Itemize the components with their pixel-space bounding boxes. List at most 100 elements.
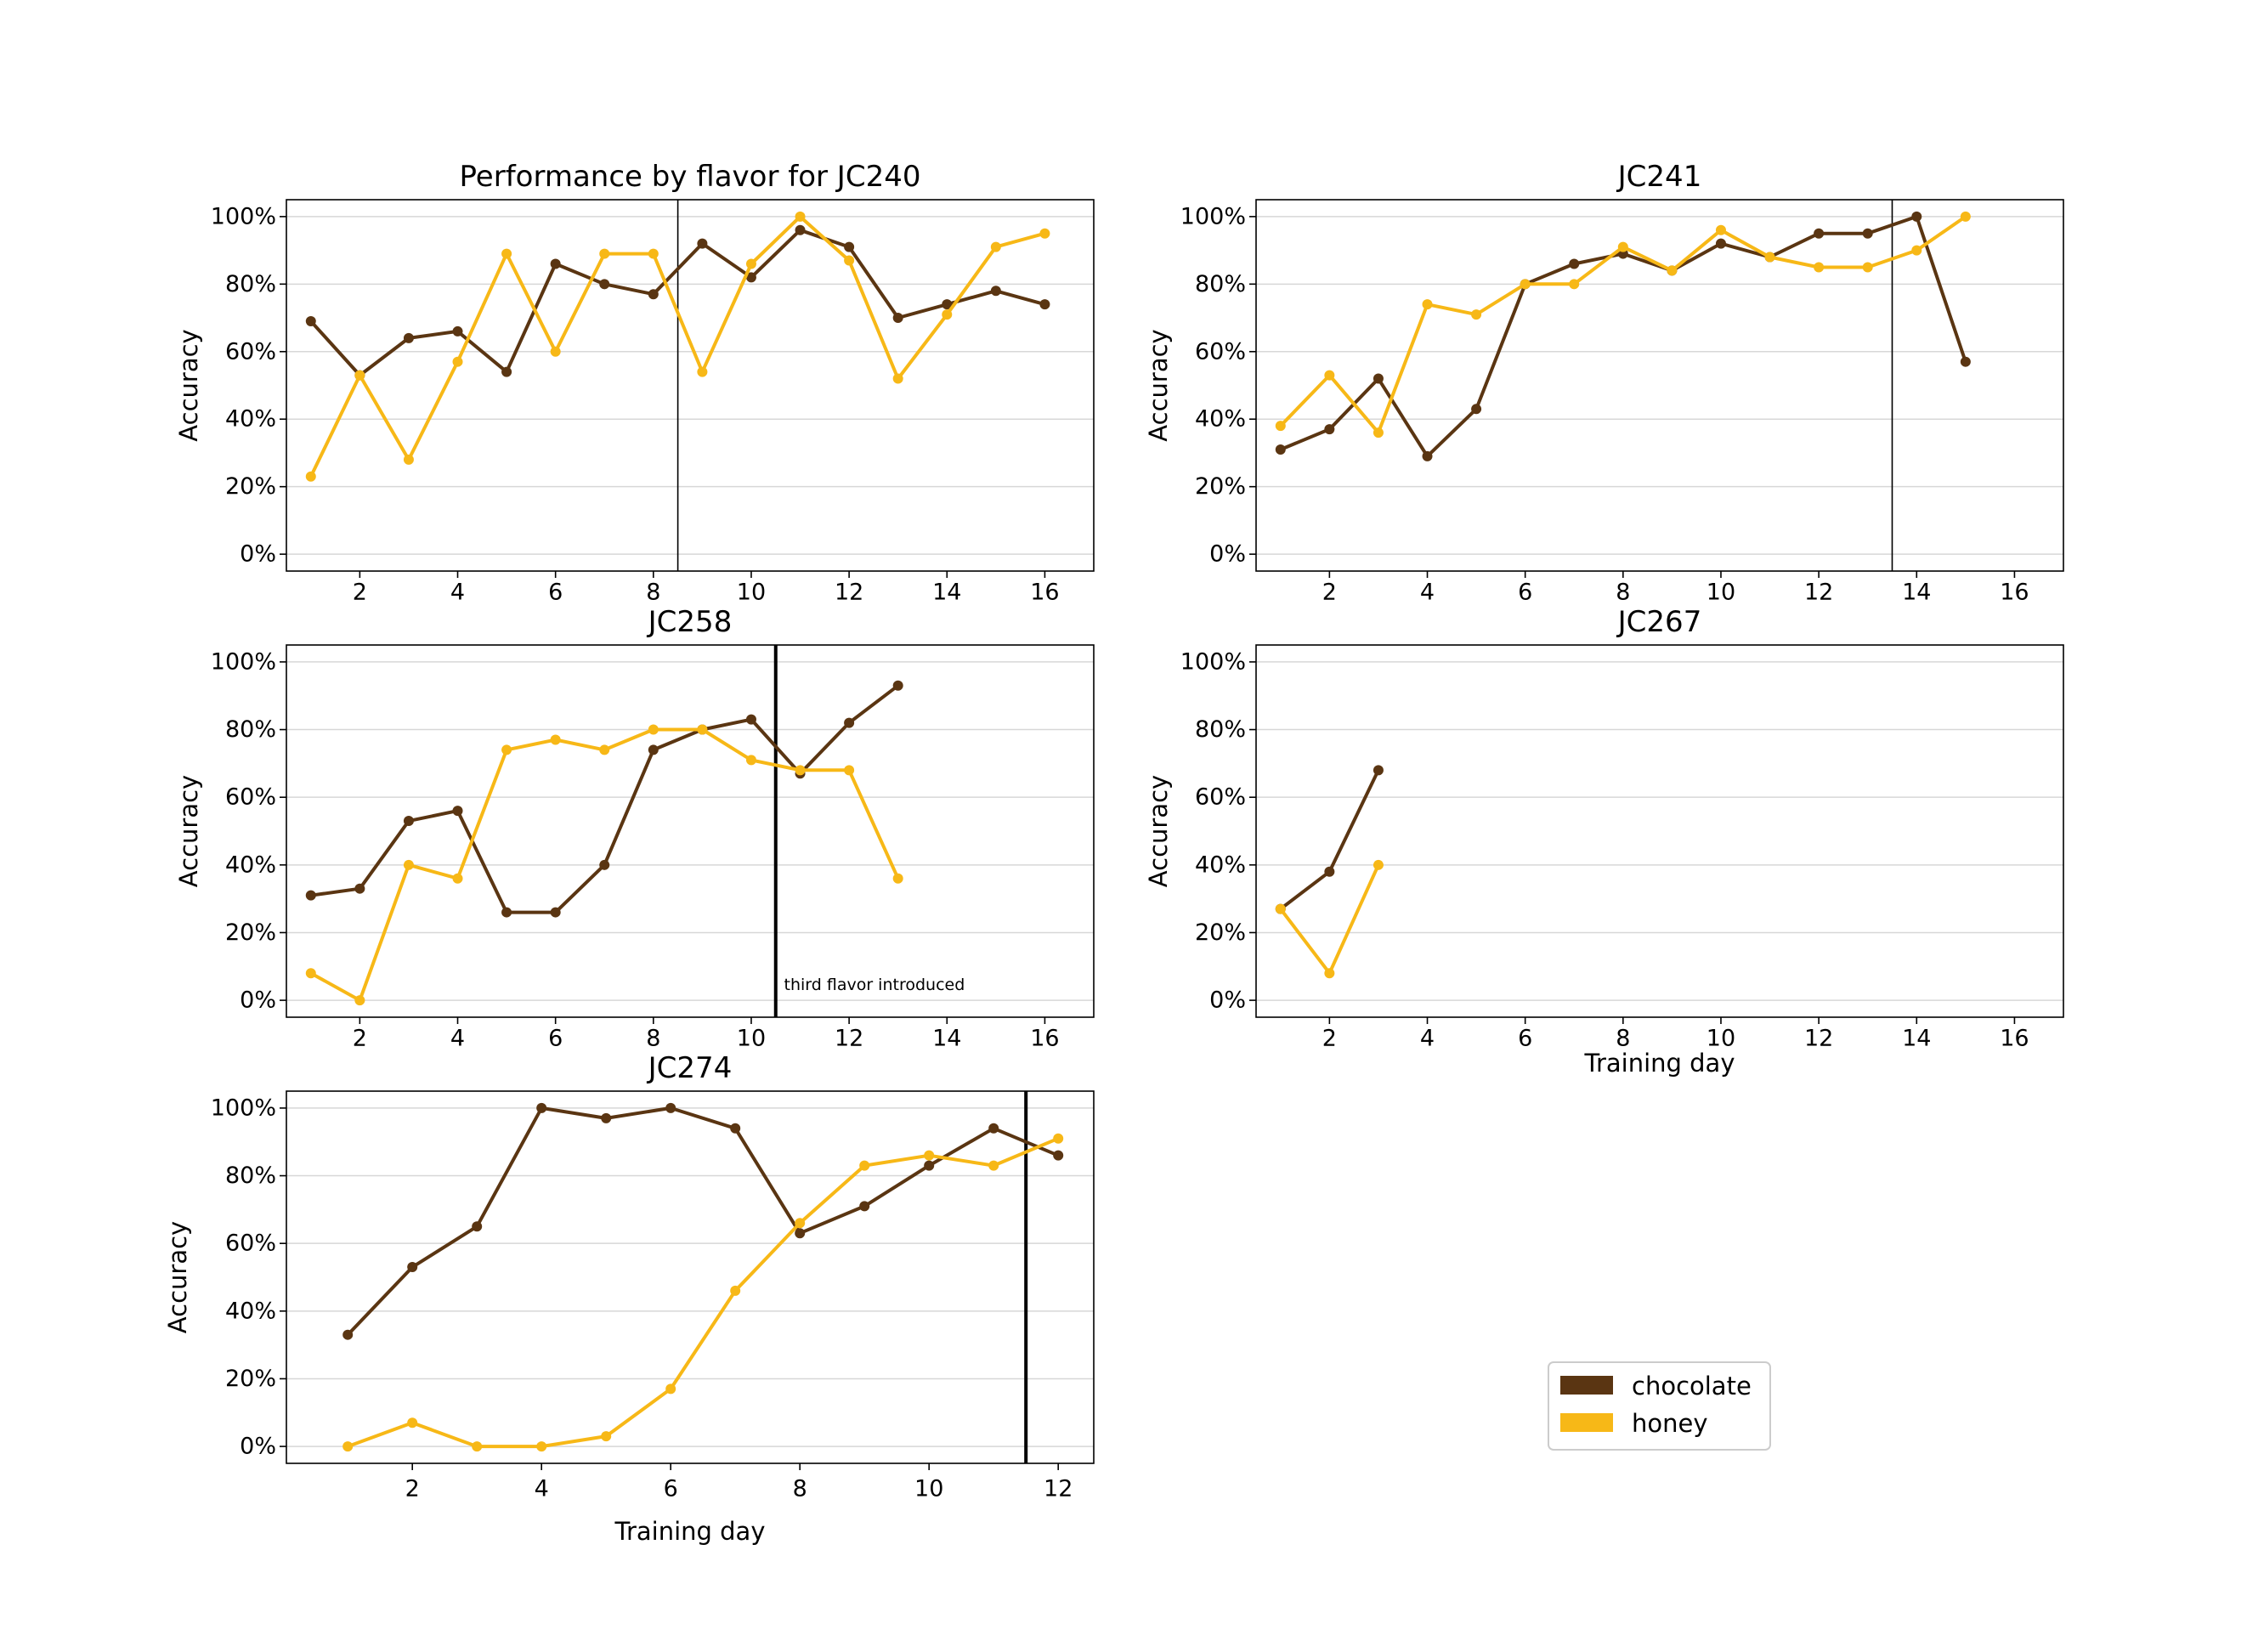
x-axis-label: Training day [1584,1049,1735,1078]
x-tick-label: 14 [932,580,961,606]
y-tick-label: 60% [1195,338,1246,365]
y-tick-label: 100% [1180,203,1246,229]
data-point-honey [403,859,414,870]
data-point-honey [1373,427,1384,438]
plot-frame [286,644,1095,1018]
data-point-honey [305,968,316,979]
data-point-chocolate [648,744,659,755]
data-point-honey [795,1218,806,1229]
data-point-honey [795,765,806,776]
data-point-honey [452,873,463,884]
data-point-honey [730,1285,741,1296]
data-point-honey [665,1383,676,1395]
data-point-chocolate [1324,424,1335,435]
data-point-chocolate [942,299,953,310]
x-tick-label: 2 [353,580,367,606]
data-point-honey [1275,421,1286,432]
y-tick-label: 80% [1195,716,1246,743]
data-point-chocolate [844,717,855,728]
y-tick-label: 0% [240,1434,276,1460]
x-tick-label: 12 [1044,1475,1073,1502]
data-point-chocolate [1715,238,1726,249]
data-point-honey [892,373,903,384]
data-point-honey [407,1417,418,1429]
data-point-honey [745,258,756,269]
series-line-honey [347,1136,1059,1449]
data-point-chocolate [795,1228,806,1239]
x-tick-label: 4 [450,1026,465,1052]
data-point-honey [648,724,659,735]
legend-label-chocolate: chocolate [1632,1372,1752,1400]
y-axis-label: Accuracy [174,329,203,441]
data-point-honey [942,309,953,320]
data-point-honey [1715,224,1726,235]
data-point-honey [452,356,463,367]
y-tick-label: 60% [225,1231,276,1257]
data-point-chocolate [892,680,903,691]
data-point-chocolate [601,1112,612,1123]
data-point-chocolate [403,816,414,827]
x-tick-label: 10 [737,580,766,606]
x-tick-label: 16 [2000,580,2029,606]
data-point-honey [1275,903,1286,914]
data-point-honey [403,454,414,465]
x-axis-label: Training day [614,1517,766,1546]
data-point-honey [990,241,1001,252]
x-tick-label: 6 [548,580,563,606]
data-point-chocolate [472,1221,483,1232]
x-tick-label: 6 [1518,1026,1532,1052]
x-tick-label: 10 [1706,1026,1735,1052]
data-point-honey [501,744,512,755]
y-tick-label: 0% [1209,541,1246,568]
x-tick-label: 16 [1030,580,1059,606]
data-point-chocolate [1960,356,1971,367]
data-point-chocolate [665,1102,676,1113]
data-point-chocolate [354,883,365,894]
data-point-chocolate [501,907,512,918]
y-tick-label: 60% [225,338,276,365]
y-tick-label: 40% [225,1298,276,1324]
x-tick-label: 4 [1420,1026,1435,1052]
x-tick-label: 8 [1616,1026,1630,1052]
y-tick-label: 100% [211,648,276,675]
panel-title: JC241 [1616,160,1702,194]
data-point-chocolate [745,272,756,283]
data-point-chocolate [536,1102,547,1113]
data-point-honey [924,1150,935,1161]
panel-4: 0% 20% 40% 60% 80% 100% 2 4 6 8 10 12 JC274 Accuracy T… [163,1051,1095,1546]
y-tick-label: 40% [1195,406,1246,433]
y-tick-label: 80% [225,716,276,743]
panel-3: 0% 20% 40% 60% 80% 100% 2 4 6 8 10 12 14 16 JC267 Accur… [1144,605,2064,1078]
y-tick-label: 100% [211,1095,276,1121]
data-point-honey [1960,211,1971,222]
y-tick-label: 0% [1209,987,1246,1014]
data-point-chocolate [859,1201,870,1212]
x-tick-label: 14 [1902,1026,1931,1052]
y-tick-label: 40% [1195,851,1246,878]
data-point-chocolate [988,1123,999,1134]
x-tick-label: 4 [1420,580,1435,606]
data-point-chocolate [1373,765,1384,776]
legend-label-honey: honey [1632,1409,1708,1438]
data-point-honey [1617,241,1628,252]
data-point-honey [697,724,708,735]
x-tick-label: 14 [1902,580,1931,606]
data-point-honey [1911,245,1922,256]
y-tick-label: 40% [225,851,276,878]
data-point-chocolate [892,313,903,324]
data-point-honey [1373,859,1384,870]
y-tick-label: 80% [225,271,276,297]
data-point-chocolate [305,890,316,901]
data-point-chocolate [407,1262,418,1273]
data-point-honey [550,734,561,745]
data-point-honey [745,755,756,766]
x-tick-label: 12 [835,1026,863,1052]
data-point-honey [859,1160,870,1171]
panel-title: JC267 [1616,605,1702,639]
data-point-honey [1814,262,1825,273]
x-tick-label: 12 [1804,580,1833,606]
data-point-chocolate [1422,450,1433,461]
data-point-chocolate [1569,258,1580,269]
